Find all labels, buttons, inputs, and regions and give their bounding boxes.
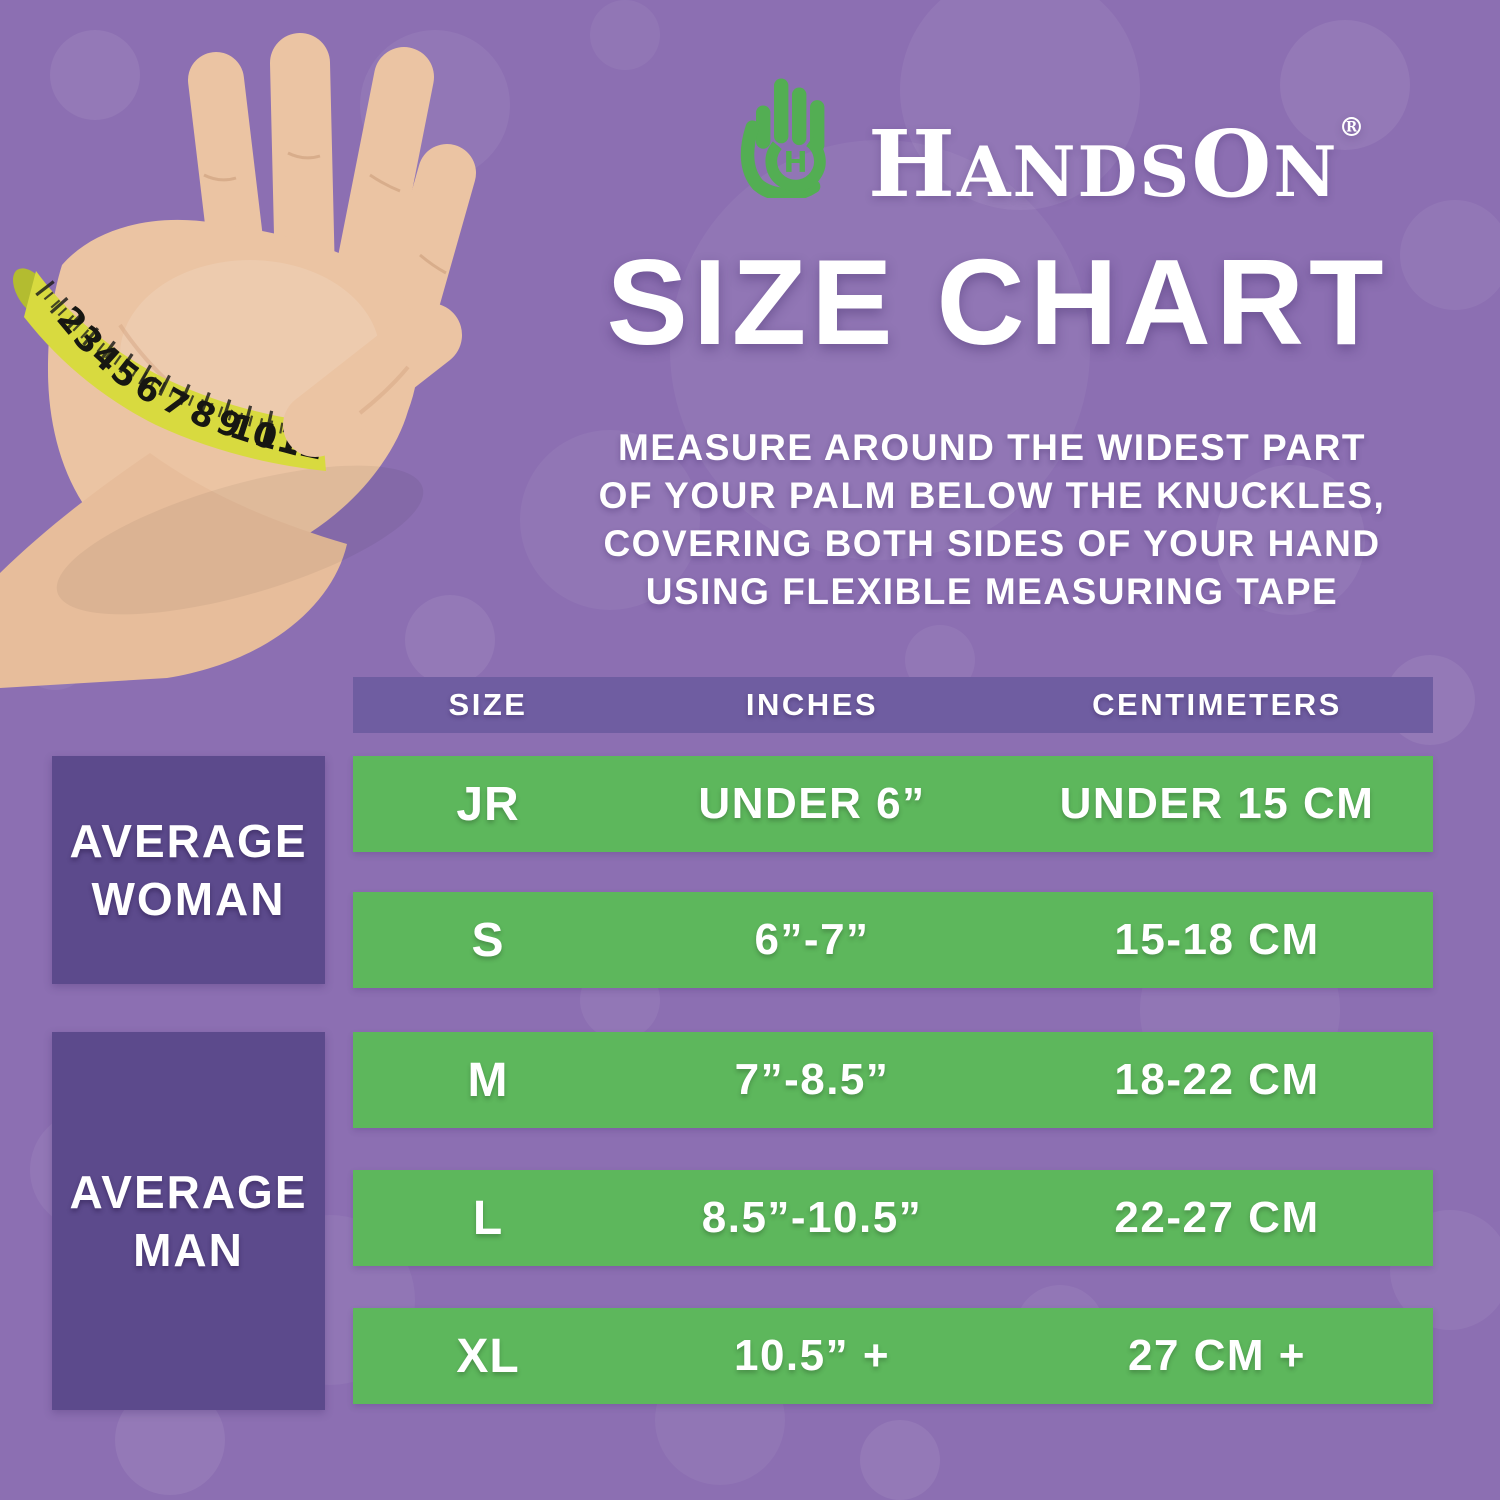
column-header-centimeters: CENTIMETERS bbox=[1092, 687, 1342, 722]
background-bubble bbox=[1400, 200, 1500, 310]
background-bubble bbox=[405, 595, 495, 685]
group-label-line: AVERAGE bbox=[69, 815, 308, 867]
centimeters-cell: 18-22 CM bbox=[1114, 1055, 1320, 1104]
thumb bbox=[283, 303, 462, 457]
group-label-average-woman: AVERAGE WOMAN bbox=[52, 756, 325, 984]
background-bubble bbox=[50, 30, 140, 120]
logo-h-letter: H bbox=[784, 145, 808, 179]
thumb-swirl bbox=[740, 120, 821, 198]
background-bubble bbox=[520, 430, 700, 610]
hand-with-measuring-tape-photo: 2 3 4 5 6 7 8 9 10 11 12 bbox=[0, 33, 476, 688]
group-label-average-man: AVERAGE MAN bbox=[52, 1032, 325, 1410]
table-row-s: S 6”-7” 15-18 CM bbox=[353, 892, 1433, 988]
instruction-line: USING FLEXIBLE MEASURING TAPE bbox=[645, 571, 1339, 612]
inches-cell: 8.5”-10.5” bbox=[701, 1193, 923, 1242]
brand-logo: H HANDSON® bbox=[738, 58, 1364, 261]
inches-cell: 6”-7” bbox=[754, 915, 870, 964]
background-bubble bbox=[670, 140, 1090, 560]
centimeters-cell: 22-27 CM bbox=[1114, 1193, 1320, 1242]
column-header-inches: INCHES bbox=[745, 687, 879, 722]
hand-logo-icon: H bbox=[740, 78, 826, 198]
instruction-line: MEASURE AROUND THE WIDEST PART bbox=[618, 427, 1366, 468]
brand-wordmark: HANDSON® bbox=[868, 110, 1365, 218]
background-bubble bbox=[900, 0, 1140, 210]
inches-cell: 10.5” + bbox=[733, 1331, 891, 1380]
wrist-forearm bbox=[0, 453, 347, 688]
background-bubble bbox=[590, 0, 660, 70]
table-row-xl: XL 10.5” + 27 CM + bbox=[353, 1308, 1433, 1404]
finger-creases bbox=[203, 151, 447, 275]
size-cell: JR bbox=[456, 777, 520, 831]
size-table-header: SIZE INCHES CENTIMETERS bbox=[353, 677, 1433, 733]
registered-trademark: ® bbox=[1338, 113, 1365, 143]
table-row-m: M 7”-8.5” 18-22 CM bbox=[353, 1032, 1433, 1128]
size-cell: XL bbox=[456, 1329, 520, 1383]
page-title: SIZE CHART bbox=[606, 234, 1389, 370]
background-bubble bbox=[1215, 465, 1365, 615]
tape-major-ticks bbox=[35, 280, 322, 441]
group-label-line: AVERAGE bbox=[69, 1166, 308, 1218]
group-label-line: WOMAN bbox=[91, 873, 286, 925]
inches-cell: 7”-8.5” bbox=[734, 1055, 890, 1104]
group-label-line: MAN bbox=[133, 1224, 244, 1276]
size-cell: S bbox=[471, 913, 505, 967]
centimeters-cell: 15-18 CM bbox=[1114, 915, 1320, 964]
measuring-instructions: MEASURE AROUND THE WIDEST PART OF YOUR P… bbox=[492, 424, 1492, 616]
inches-cell: UNDER 6” bbox=[698, 779, 926, 828]
thumb-crease bbox=[358, 365, 410, 415]
palm-shadow bbox=[56, 465, 424, 615]
instruction-line: COVERING BOTH SIDES OF YOUR HAND bbox=[603, 523, 1381, 564]
size-cell: M bbox=[467, 1053, 509, 1107]
table-row-l: L 8.5”-10.5” 22-27 CM bbox=[353, 1170, 1433, 1266]
centimeters-cell: 27 CM + bbox=[1127, 1331, 1306, 1380]
column-header-size: SIZE bbox=[448, 687, 528, 722]
background-bubble bbox=[860, 1420, 940, 1500]
background-bubble bbox=[1280, 20, 1410, 150]
table-row-jr: JR UNDER 6” UNDER 15 CM bbox=[353, 756, 1433, 852]
size-cell: L bbox=[472, 1191, 504, 1245]
instruction-line: OF YOUR PALM BELOW THE KNUCKLES, bbox=[598, 475, 1386, 516]
centimeters-cell: UNDER 15 CM bbox=[1059, 779, 1375, 828]
